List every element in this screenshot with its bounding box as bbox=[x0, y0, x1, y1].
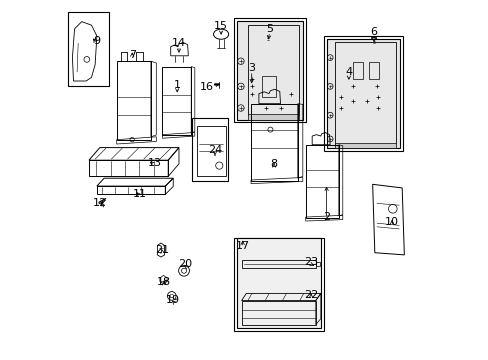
Text: 3: 3 bbox=[248, 63, 255, 73]
Text: 23: 23 bbox=[304, 257, 318, 267]
Text: 12: 12 bbox=[92, 198, 106, 208]
Bar bbox=[326, 39, 399, 148]
Bar bbox=[233, 18, 305, 122]
Bar bbox=[368, 62, 379, 79]
Text: 10: 10 bbox=[385, 217, 398, 228]
Bar bbox=[237, 238, 320, 328]
Text: 24: 24 bbox=[207, 145, 222, 155]
Text: 5: 5 bbox=[265, 24, 273, 34]
Text: 15: 15 bbox=[214, 21, 227, 31]
Bar bbox=[236, 21, 302, 120]
Bar bbox=[316, 262, 320, 266]
Polygon shape bbox=[247, 114, 299, 120]
Text: 14: 14 bbox=[172, 38, 185, 48]
Text: 18: 18 bbox=[157, 276, 171, 287]
Bar bbox=[352, 62, 363, 79]
Text: 21: 21 bbox=[155, 245, 169, 255]
Polygon shape bbox=[334, 143, 396, 148]
Text: 6: 6 bbox=[370, 27, 377, 37]
Bar bbox=[234, 238, 323, 331]
Text: 16: 16 bbox=[199, 82, 213, 92]
Text: 1: 1 bbox=[173, 80, 180, 90]
Bar bbox=[261, 76, 276, 97]
Bar bbox=[192, 118, 228, 181]
Text: 9: 9 bbox=[93, 36, 100, 46]
Bar bbox=[323, 36, 402, 151]
Text: 11: 11 bbox=[133, 189, 147, 199]
Text: 22: 22 bbox=[304, 290, 318, 300]
Bar bbox=[236, 21, 302, 120]
Bar bbox=[326, 39, 399, 148]
Text: 19: 19 bbox=[166, 294, 180, 305]
Text: 7: 7 bbox=[128, 50, 136, 60]
Text: 4: 4 bbox=[345, 67, 352, 77]
Text: 2: 2 bbox=[323, 212, 329, 222]
Bar bbox=[237, 238, 320, 328]
Text: 17: 17 bbox=[235, 240, 249, 251]
Text: 13: 13 bbox=[147, 158, 161, 168]
Text: 20: 20 bbox=[178, 258, 192, 269]
Bar bbox=[68, 12, 109, 86]
Text: 8: 8 bbox=[270, 159, 277, 169]
